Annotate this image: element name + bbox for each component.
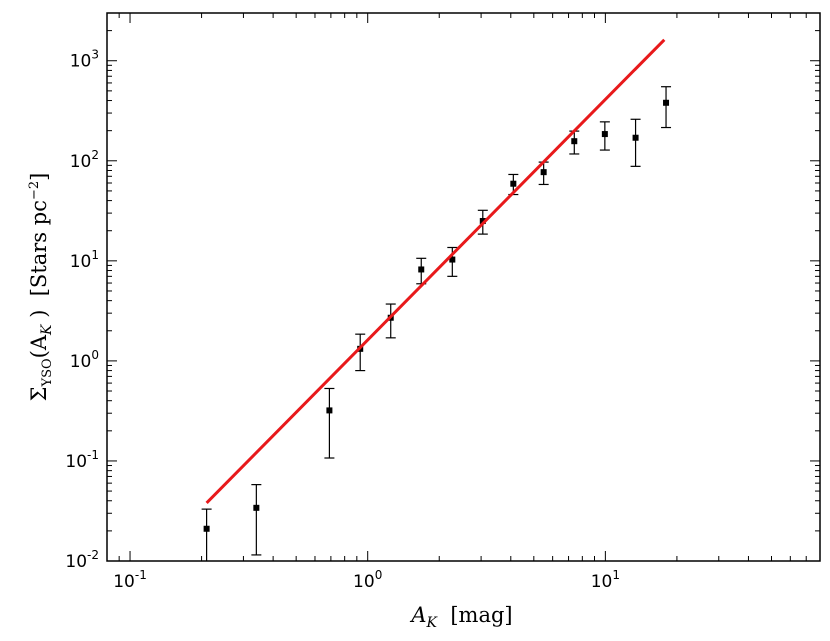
data-point bbox=[510, 180, 517, 187]
y-tick-label: 101 bbox=[70, 248, 99, 272]
y-tick-label: 10-2 bbox=[65, 548, 99, 572]
data-point bbox=[540, 169, 547, 176]
data-point bbox=[632, 134, 639, 141]
x-tick-label: 101 bbox=[591, 568, 620, 592]
y-tick-label: 100 bbox=[70, 348, 99, 372]
x-tick-label: 100 bbox=[353, 568, 382, 592]
data-point bbox=[663, 99, 670, 106]
data-point bbox=[326, 407, 333, 414]
data-point bbox=[203, 525, 210, 532]
tick-labels: 10-1 100 101 10-2 10-1 100 101 102 103 bbox=[65, 48, 620, 592]
data-point bbox=[418, 266, 425, 273]
data-point bbox=[571, 138, 578, 145]
x-axis-label: AK [mag] bbox=[409, 603, 512, 631]
fit-line bbox=[205, 38, 666, 505]
plot-area bbox=[201, 38, 672, 561]
data-point bbox=[449, 256, 456, 263]
y-tick-label: 103 bbox=[70, 48, 99, 72]
y-tick-label: 102 bbox=[70, 148, 99, 172]
axis-ticks bbox=[106, 12, 821, 562]
data-point bbox=[479, 218, 486, 225]
data-point bbox=[253, 504, 260, 511]
y-tick-label: 10-1 bbox=[65, 448, 99, 472]
data-point bbox=[601, 131, 608, 138]
plot-frame bbox=[106, 12, 821, 562]
x-tick-label: 10-1 bbox=[113, 568, 147, 592]
y-axis-label: ΣYSO(AK ) [Stars pc−2] bbox=[27, 173, 55, 402]
